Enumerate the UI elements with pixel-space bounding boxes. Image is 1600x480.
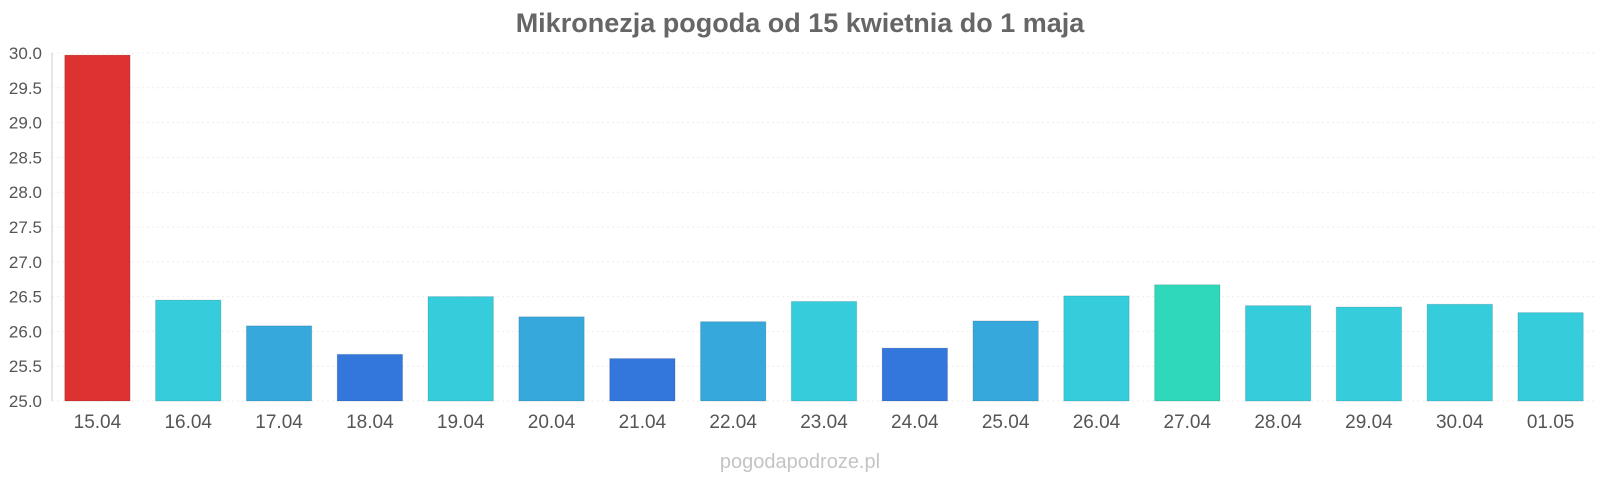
y-tick-label: 26.0 [9,322,42,341]
bar [155,299,222,402]
y-tick-label: 28.5 [9,148,42,167]
x-tick-label: 24.04 [891,412,939,433]
y-tick-label: 29.0 [9,114,42,133]
bar [1063,295,1130,402]
x-tick-label: 27.04 [1164,412,1212,433]
x-tick-label: 15.04 [74,412,122,433]
y-tick-label: 27.0 [9,253,42,272]
x-tick-label: 18.04 [346,412,394,433]
bar [1244,305,1312,402]
bar [1426,303,1493,402]
x-axis-ticks: 15.04 16.04 17.04 18.04 19.04 20.04 21.04 22.04… [74,412,1575,433]
x-tick-label: 22.04 [709,412,757,433]
bar [790,300,858,402]
x-tick-label: 17.04 [255,412,303,433]
bar [881,347,949,402]
bars [64,54,1584,402]
x-tick-label: 25.04 [982,412,1030,433]
y-tick-label: 25.5 [9,357,42,376]
y-tick-label: 27.5 [9,218,42,237]
bar [1335,306,1403,402]
x-tick-label: 26.04 [1073,412,1121,433]
bar [972,320,1039,402]
bar [1517,312,1584,402]
x-tick-label: 29.04 [1345,412,1393,433]
y-tick-label: 28.0 [9,183,42,202]
y-tick-label: 25.0 [9,392,42,411]
watermark: pogodapodroze.pl [720,451,880,473]
chart-title: Mikronezja pogoda od 15 kwietnia do 1 ma… [516,8,1086,38]
x-tick-label: 16.04 [164,412,212,433]
x-tick-label: 19.04 [437,412,485,433]
bar [518,316,585,402]
bar [64,54,131,402]
x-tick-label: 23.04 [800,412,848,433]
x-tick-label: 21.04 [619,412,667,433]
y-tick-label: 29.5 [9,79,42,98]
x-tick-label: 20.04 [528,412,576,433]
y-tick-label: 26.5 [9,288,42,307]
x-tick-label: 30.04 [1436,412,1484,433]
bar [699,321,767,402]
x-tick-label: 01.05 [1527,412,1575,433]
bar [609,358,676,402]
bar [427,296,494,402]
y-tick-label: 30.0 [9,44,42,63]
bar [245,325,313,402]
bar [1154,284,1221,402]
x-tick-label: 28.04 [1254,412,1302,433]
bar [336,353,404,402]
y-axis-ticks: 25.0 25.5 26.0 26.5 27.0 27.5 28.0 28.5 29.0 29.5… [9,44,42,411]
